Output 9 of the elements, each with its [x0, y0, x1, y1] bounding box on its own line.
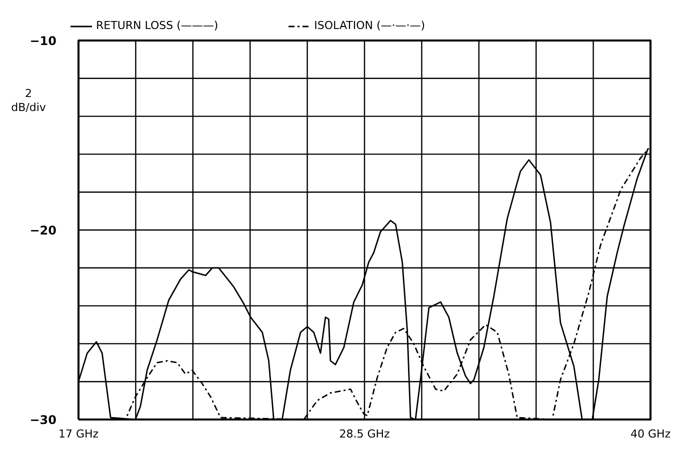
y-axis-title: 2 dB/div: [11, 87, 46, 114]
y-tick-label: −10: [30, 34, 57, 48]
x-tick-label: 40 GHz: [630, 428, 671, 440]
legend-label: RETURN LOSS (———): [96, 19, 218, 32]
y-tick-label: −30: [30, 413, 57, 427]
y-tick-label: −20: [30, 224, 57, 238]
x-tick-label: 28.5 GHz: [339, 428, 390, 440]
x-tick-label: 17 GHz: [58, 428, 99, 440]
legend-label: ISOLATION (—·—·—): [314, 19, 426, 32]
